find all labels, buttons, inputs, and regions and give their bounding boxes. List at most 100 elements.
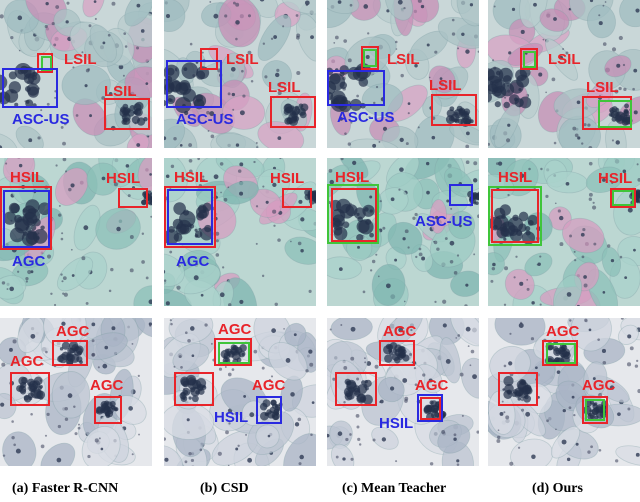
- class-label: HSIL: [335, 169, 370, 186]
- class-label: LSIL: [548, 51, 581, 68]
- caption-faster-rcnn: (a) Faster R-CNN: [12, 481, 119, 496]
- class-label: LSIL: [226, 51, 259, 68]
- detection-box: [610, 188, 636, 208]
- cytology-image: [164, 318, 316, 466]
- detection-box: [498, 372, 538, 406]
- class-label: AGC: [546, 323, 580, 340]
- cytology-image: [327, 318, 479, 466]
- class-label: HSIL: [379, 415, 414, 432]
- detection-box: [256, 396, 282, 424]
- detection-box: [0, 186, 52, 250]
- class-label: HSIL: [10, 169, 45, 186]
- caption-mean-teacher: (c) Mean Teacher: [342, 481, 447, 496]
- detection-box: [546, 343, 576, 364]
- detection-box: [94, 396, 122, 424]
- detection-box: [104, 98, 150, 130]
- cytology-image: [164, 158, 316, 306]
- detection-box: [118, 188, 148, 208]
- detection-box: [327, 184, 379, 244]
- detection-box: [523, 51, 536, 68]
- cytology-image: [327, 158, 479, 306]
- tile-r2-faster-rcnn: HSIL HSIL AGC: [0, 158, 152, 306]
- class-label: AGC: [90, 377, 124, 394]
- detection-box: [449, 184, 473, 206]
- class-label: ASC-US: [176, 111, 234, 128]
- detection-box: [379, 340, 415, 366]
- tile-r2-mean-teacher: HSIL ASC-US: [327, 158, 479, 306]
- class-label: HSIL: [598, 170, 633, 187]
- detection-box: [417, 394, 443, 422]
- caption-ours: (d) Ours: [532, 481, 583, 496]
- tile-r3-ours: AGC AGC: [488, 318, 640, 466]
- detection-box: [218, 342, 250, 364]
- class-label: AGC: [10, 353, 44, 370]
- class-label: AGC: [582, 377, 616, 394]
- class-label: AGC: [383, 323, 417, 340]
- class-label: LSIL: [268, 79, 301, 96]
- detection-box: [3, 190, 50, 248]
- detection-box: [598, 100, 632, 128]
- tile-r1-csd: LSIL LSIL ASC-US: [164, 0, 316, 148]
- class-label: LSIL: [586, 79, 619, 96]
- detection-box: [488, 186, 542, 246]
- class-label: AGC: [415, 377, 449, 394]
- tile-r3-mean-teacher: AGC AGC HSIL: [327, 318, 479, 466]
- detection-box: [52, 340, 88, 366]
- detection-box: [10, 372, 50, 406]
- detection-box: [41, 56, 52, 71]
- detection-box: [282, 188, 312, 208]
- class-label: ASC-US: [12, 111, 70, 128]
- detection-box: [361, 46, 379, 70]
- detection-box: [582, 396, 608, 424]
- detection-box: [612, 190, 634, 206]
- class-label: LSIL: [64, 51, 97, 68]
- class-label: HSIL: [214, 409, 249, 426]
- class-label: AGC: [56, 323, 90, 340]
- tile-r2-ours: HSIL HSIL: [488, 158, 640, 306]
- detection-box: [420, 397, 441, 420]
- detection-box: [270, 96, 316, 128]
- cytology-image: [0, 318, 152, 466]
- detection-box: [520, 48, 538, 70]
- detection-box: [2, 68, 58, 108]
- detection-box: [37, 53, 53, 73]
- tile-r1-faster-rcnn: LSIL LSIL ASC-US: [0, 0, 152, 148]
- class-label: HSIL: [106, 170, 141, 187]
- class-label: LSIL: [429, 77, 462, 94]
- detection-box: [585, 399, 605, 421]
- tile-r3-faster-rcnn: AGC AGC AGC: [0, 318, 152, 466]
- detection-box: [335, 372, 377, 406]
- cytology-image: [327, 0, 479, 148]
- detection-box: [363, 49, 377, 67]
- tile-r1-mean-teacher: LSIL LSIL ASC-US: [327, 0, 479, 148]
- class-label: AGC: [176, 253, 210, 270]
- class-label: AGC: [12, 253, 46, 270]
- tile-r2-csd: HSIL HSIL AGC: [164, 158, 316, 306]
- detection-box: [200, 48, 218, 70]
- class-label: LSIL: [104, 83, 137, 100]
- cytology-image: [0, 158, 152, 306]
- class-label: ASC-US: [415, 213, 473, 230]
- class-label: LSIL: [387, 51, 420, 68]
- caption-csd: (b) CSD: [200, 481, 249, 496]
- cytology-image: [164, 0, 316, 148]
- detection-box: [167, 189, 213, 245]
- class-label: HSIL: [498, 169, 533, 186]
- detection-box: [491, 189, 539, 243]
- detection-box: [431, 94, 477, 126]
- class-label: AGC: [252, 377, 286, 394]
- class-label: HSIL: [270, 170, 305, 187]
- cytology-image: [488, 158, 640, 306]
- class-label: ASC-US: [337, 109, 395, 126]
- class-label: HSIL: [174, 169, 209, 186]
- tile-r1-ours: LSIL LSIL: [488, 0, 640, 148]
- detection-box: [174, 372, 214, 406]
- class-label: AGC: [218, 321, 252, 338]
- detection-box: [331, 188, 377, 242]
- detection-box: [327, 70, 385, 106]
- detection-box: [214, 338, 252, 366]
- tile-r3-csd: AGC AGC HSIL: [164, 318, 316, 466]
- cytology-image: [0, 0, 152, 148]
- detection-box: [542, 340, 578, 366]
